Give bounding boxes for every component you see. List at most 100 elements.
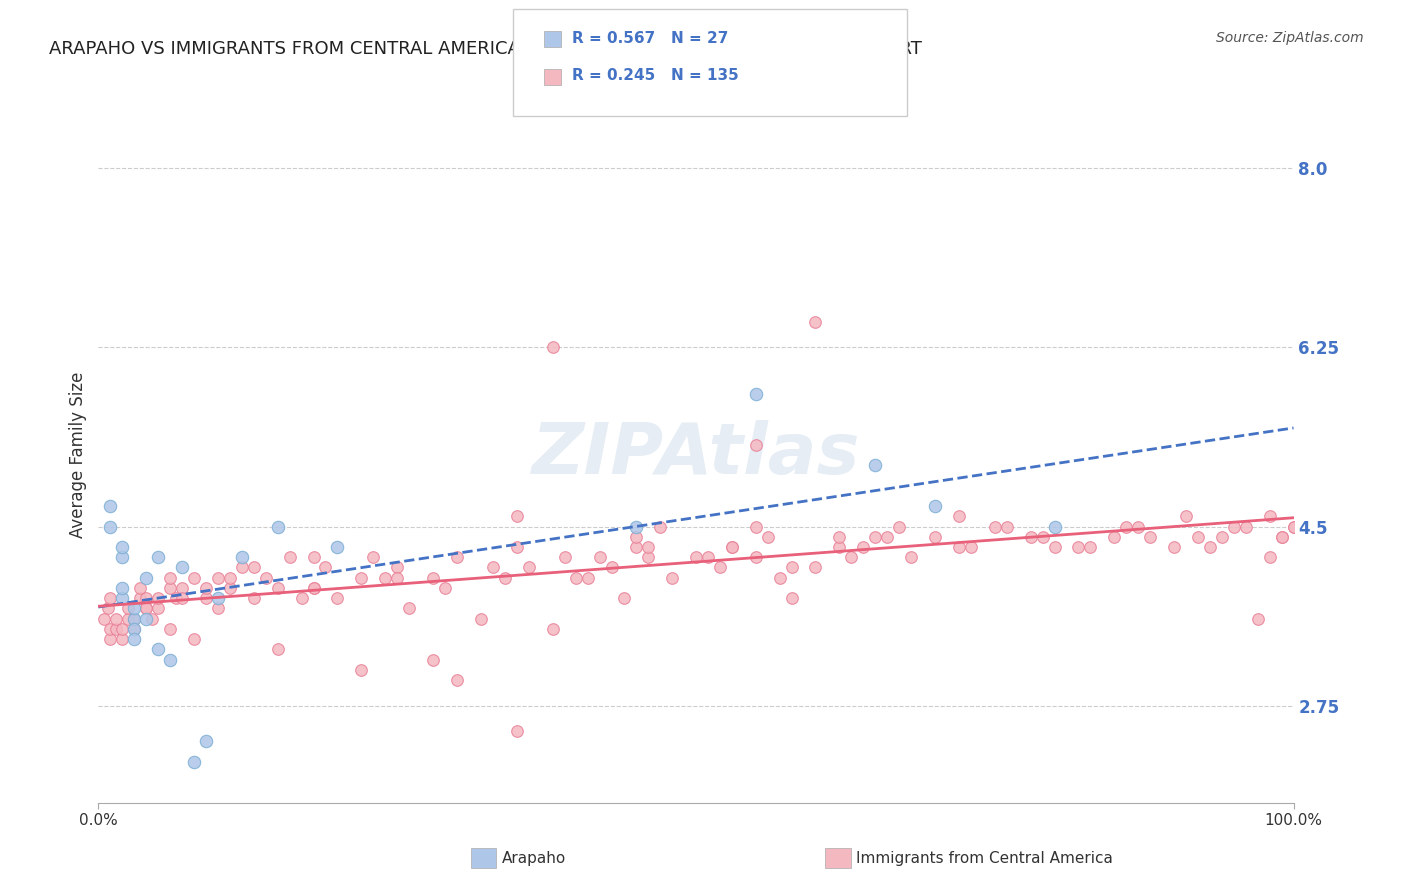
Point — [124, 601, 146, 615]
Point — [1128, 519, 1150, 533]
Point — [828, 530, 851, 544]
Point — [541, 622, 564, 636]
Point — [863, 458, 886, 472]
Point — [804, 315, 827, 329]
Point — [129, 581, 152, 595]
Point — [433, 581, 456, 595]
Point — [117, 612, 139, 626]
Point — [385, 571, 409, 585]
Point — [194, 591, 217, 606]
Point — [1234, 519, 1257, 533]
Point — [1032, 530, 1054, 544]
Point — [948, 509, 970, 524]
Point — [554, 550, 576, 565]
Point — [1163, 540, 1185, 554]
Point — [1067, 540, 1090, 554]
Point — [135, 601, 157, 615]
Point — [995, 519, 1018, 533]
Point — [98, 591, 122, 606]
Point — [97, 601, 120, 615]
Point — [98, 632, 122, 646]
Point — [828, 540, 851, 554]
Point — [948, 540, 970, 554]
Point — [1019, 530, 1042, 544]
Point — [1115, 519, 1137, 533]
Text: Source: ZipAtlas.com: Source: ZipAtlas.com — [1216, 31, 1364, 45]
Point — [278, 550, 301, 565]
Text: ZIPAtlas: ZIPAtlas — [531, 420, 860, 490]
Point — [117, 601, 139, 615]
Point — [194, 581, 217, 595]
Point — [589, 550, 612, 565]
Point — [219, 581, 242, 595]
Point — [124, 622, 146, 636]
Point — [446, 673, 468, 687]
Point — [148, 550, 170, 565]
Point — [600, 560, 623, 574]
Point — [98, 622, 122, 636]
Point — [350, 571, 373, 585]
Point — [124, 612, 146, 626]
Point — [105, 612, 128, 626]
Point — [172, 560, 194, 574]
Point — [685, 550, 707, 565]
Point — [709, 560, 731, 574]
Point — [207, 591, 229, 606]
Point — [900, 550, 922, 565]
Point — [924, 530, 946, 544]
Point — [243, 560, 266, 574]
Point — [648, 519, 672, 533]
Point — [697, 550, 720, 565]
Point — [172, 591, 194, 606]
Point — [129, 591, 152, 606]
Point — [398, 601, 420, 615]
Point — [267, 519, 290, 533]
Point — [124, 612, 146, 626]
Point — [148, 591, 170, 606]
Point — [183, 755, 205, 769]
Point — [111, 591, 134, 606]
Point — [231, 560, 253, 574]
Point — [494, 571, 516, 585]
Point — [159, 622, 181, 636]
Point — [148, 601, 170, 615]
Point — [111, 581, 134, 595]
Point — [302, 550, 325, 565]
Point — [959, 540, 981, 554]
Point — [624, 519, 647, 533]
Point — [1175, 509, 1198, 524]
Point — [1282, 519, 1305, 533]
Point — [183, 632, 205, 646]
Point — [315, 560, 337, 574]
Point — [254, 571, 277, 585]
Point — [1187, 530, 1209, 544]
Point — [446, 550, 468, 565]
Point — [637, 540, 659, 554]
Point — [1282, 519, 1305, 533]
Point — [135, 591, 157, 606]
Text: Arapaho: Arapaho — [502, 851, 567, 865]
Point — [111, 632, 134, 646]
Point — [983, 519, 1005, 533]
Text: R = 0.245   N = 135: R = 0.245 N = 135 — [572, 69, 740, 83]
Point — [363, 550, 385, 565]
Point — [541, 341, 564, 355]
Point — [385, 560, 409, 574]
Point — [1043, 540, 1066, 554]
Point — [745, 386, 768, 401]
Point — [302, 581, 325, 595]
Point — [159, 571, 181, 585]
Point — [852, 540, 875, 554]
Point — [111, 550, 134, 565]
Point — [111, 622, 134, 636]
Point — [745, 519, 768, 533]
Point — [624, 530, 647, 544]
Point — [98, 519, 122, 533]
Point — [135, 601, 157, 615]
Point — [1139, 530, 1161, 544]
Point — [1271, 530, 1294, 544]
Point — [1102, 530, 1125, 544]
Point — [326, 591, 349, 606]
Point — [506, 540, 529, 554]
Point — [111, 540, 134, 554]
